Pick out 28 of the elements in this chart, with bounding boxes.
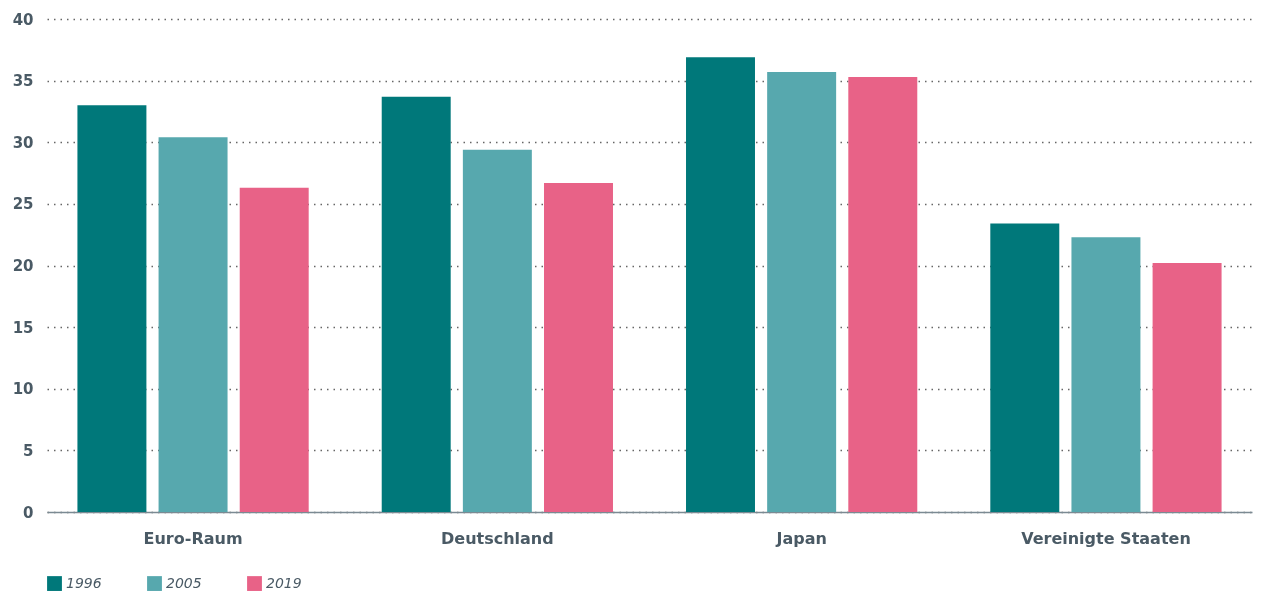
x-tick-label: Japan: [775, 528, 827, 548]
y-tick-label: 20: [12, 257, 34, 275]
bar: [767, 72, 837, 512]
bar: [848, 76, 918, 512]
legend-label: 2019: [266, 574, 302, 591]
bar: [544, 182, 613, 512]
x-tick-label: Vereinigte Staaten: [1021, 528, 1191, 548]
y-tick-label: 25: [12, 195, 34, 214]
bar: [158, 137, 228, 512]
bar: [462, 149, 532, 512]
bar: [686, 57, 755, 512]
y-tick-label: 0: [23, 503, 34, 522]
legend-label: 2005: [166, 574, 202, 591]
bar: [381, 96, 451, 512]
y-tick-label: 40: [12, 10, 34, 29]
bar: [1152, 263, 1222, 512]
y-tick-label: 5: [23, 441, 34, 460]
y-tick-label: 10: [12, 380, 34, 399]
bar: [1071, 237, 1141, 512]
y-tick-label: 15: [12, 318, 34, 337]
bar: [239, 187, 309, 512]
bar: [77, 105, 147, 512]
x-tick-label: Deutschland: [441, 528, 554, 548]
bar: [990, 223, 1060, 512]
y-tick-label: 35: [12, 72, 34, 91]
y-tick-label: 30: [12, 133, 34, 152]
legend-label: 1996: [66, 574, 102, 591]
x-tick-label: Euro-Raum: [143, 528, 243, 548]
